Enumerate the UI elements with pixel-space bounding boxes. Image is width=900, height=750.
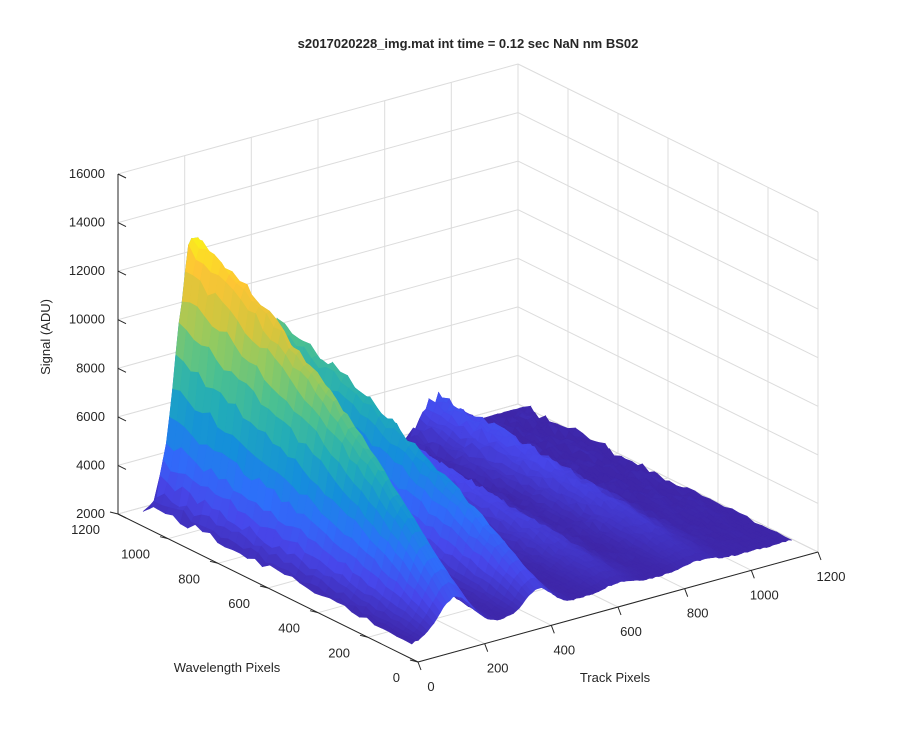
y-tick-label: 600 — [228, 596, 250, 611]
x-tick-label: 0 — [427, 679, 434, 694]
y-tick — [309, 610, 319, 614]
grid-line — [517, 354, 819, 504]
y-tick-label: 0 — [393, 670, 400, 685]
z-tick — [117, 222, 127, 228]
y-tick — [159, 536, 169, 540]
grid-line — [117, 160, 519, 272]
x-tick — [817, 551, 822, 561]
chart-title: s2017020228_img.mat int time = 0.12 sec … — [298, 36, 639, 51]
z-tick-label: 14000 — [69, 215, 105, 230]
x-tick — [684, 588, 689, 597]
grid-line — [517, 112, 819, 262]
y-tick — [209, 560, 219, 564]
y-tick-label: 400 — [278, 621, 300, 636]
y-tick-label: 1000 — [121, 547, 150, 562]
x-tick — [550, 625, 555, 634]
y-tick — [109, 511, 119, 515]
grid-line — [117, 63, 519, 175]
surface-patch — [403, 636, 416, 645]
z-tick-label: 2000 — [76, 506, 105, 521]
x-tick — [484, 643, 489, 652]
grid-line — [517, 306, 819, 456]
y-tick — [359, 634, 369, 638]
z-tick — [117, 319, 127, 325]
x-tick — [417, 661, 422, 671]
x-tick-label: 1200 — [817, 569, 846, 584]
z-axis-label: Signal (ADU) — [38, 299, 53, 375]
grid-line — [517, 160, 819, 310]
x-tick-label: 600 — [620, 624, 642, 639]
x-tick-label: 200 — [487, 661, 509, 676]
z-tick-label: 6000 — [76, 409, 105, 424]
y-tick — [259, 585, 269, 589]
y-axis-label: Wavelength Pixels — [174, 660, 281, 675]
z-tick-label: 16000 — [69, 166, 105, 181]
x-tick — [617, 606, 622, 616]
z-tick — [117, 173, 127, 179]
y-tick-label: 1200 — [71, 522, 100, 537]
x-tick-label: 800 — [687, 606, 709, 621]
z-tick — [117, 464, 127, 470]
grid-line — [517, 257, 819, 407]
grid-line — [517, 63, 819, 213]
z-tick — [117, 416, 127, 422]
x-tick-label: 400 — [553, 642, 575, 657]
x-axis-label: Track Pixels — [580, 670, 651, 685]
z-tick — [117, 367, 127, 373]
x-tick — [750, 570, 755, 579]
y-tick — [409, 659, 419, 663]
surface-layer — [142, 236, 792, 645]
z-tick-label: 4000 — [76, 457, 105, 472]
z-tick-label: 12000 — [69, 263, 105, 278]
grid-line — [117, 112, 519, 224]
x-tick-label: 1000 — [750, 587, 779, 602]
y-tick-label: 200 — [328, 645, 350, 660]
z-tick-label: 10000 — [69, 312, 105, 327]
y-tick-label: 800 — [178, 571, 200, 586]
grid-line — [517, 209, 819, 359]
z-tick — [117, 270, 127, 276]
z-tick-label: 8000 — [76, 360, 105, 375]
label-layer: Track Pixels Wavelength Pixels Signal (A… — [38, 299, 651, 685]
z-tick — [117, 513, 127, 519]
axis-layer: 0200400600800100012000200400600800100012… — [69, 166, 846, 694]
